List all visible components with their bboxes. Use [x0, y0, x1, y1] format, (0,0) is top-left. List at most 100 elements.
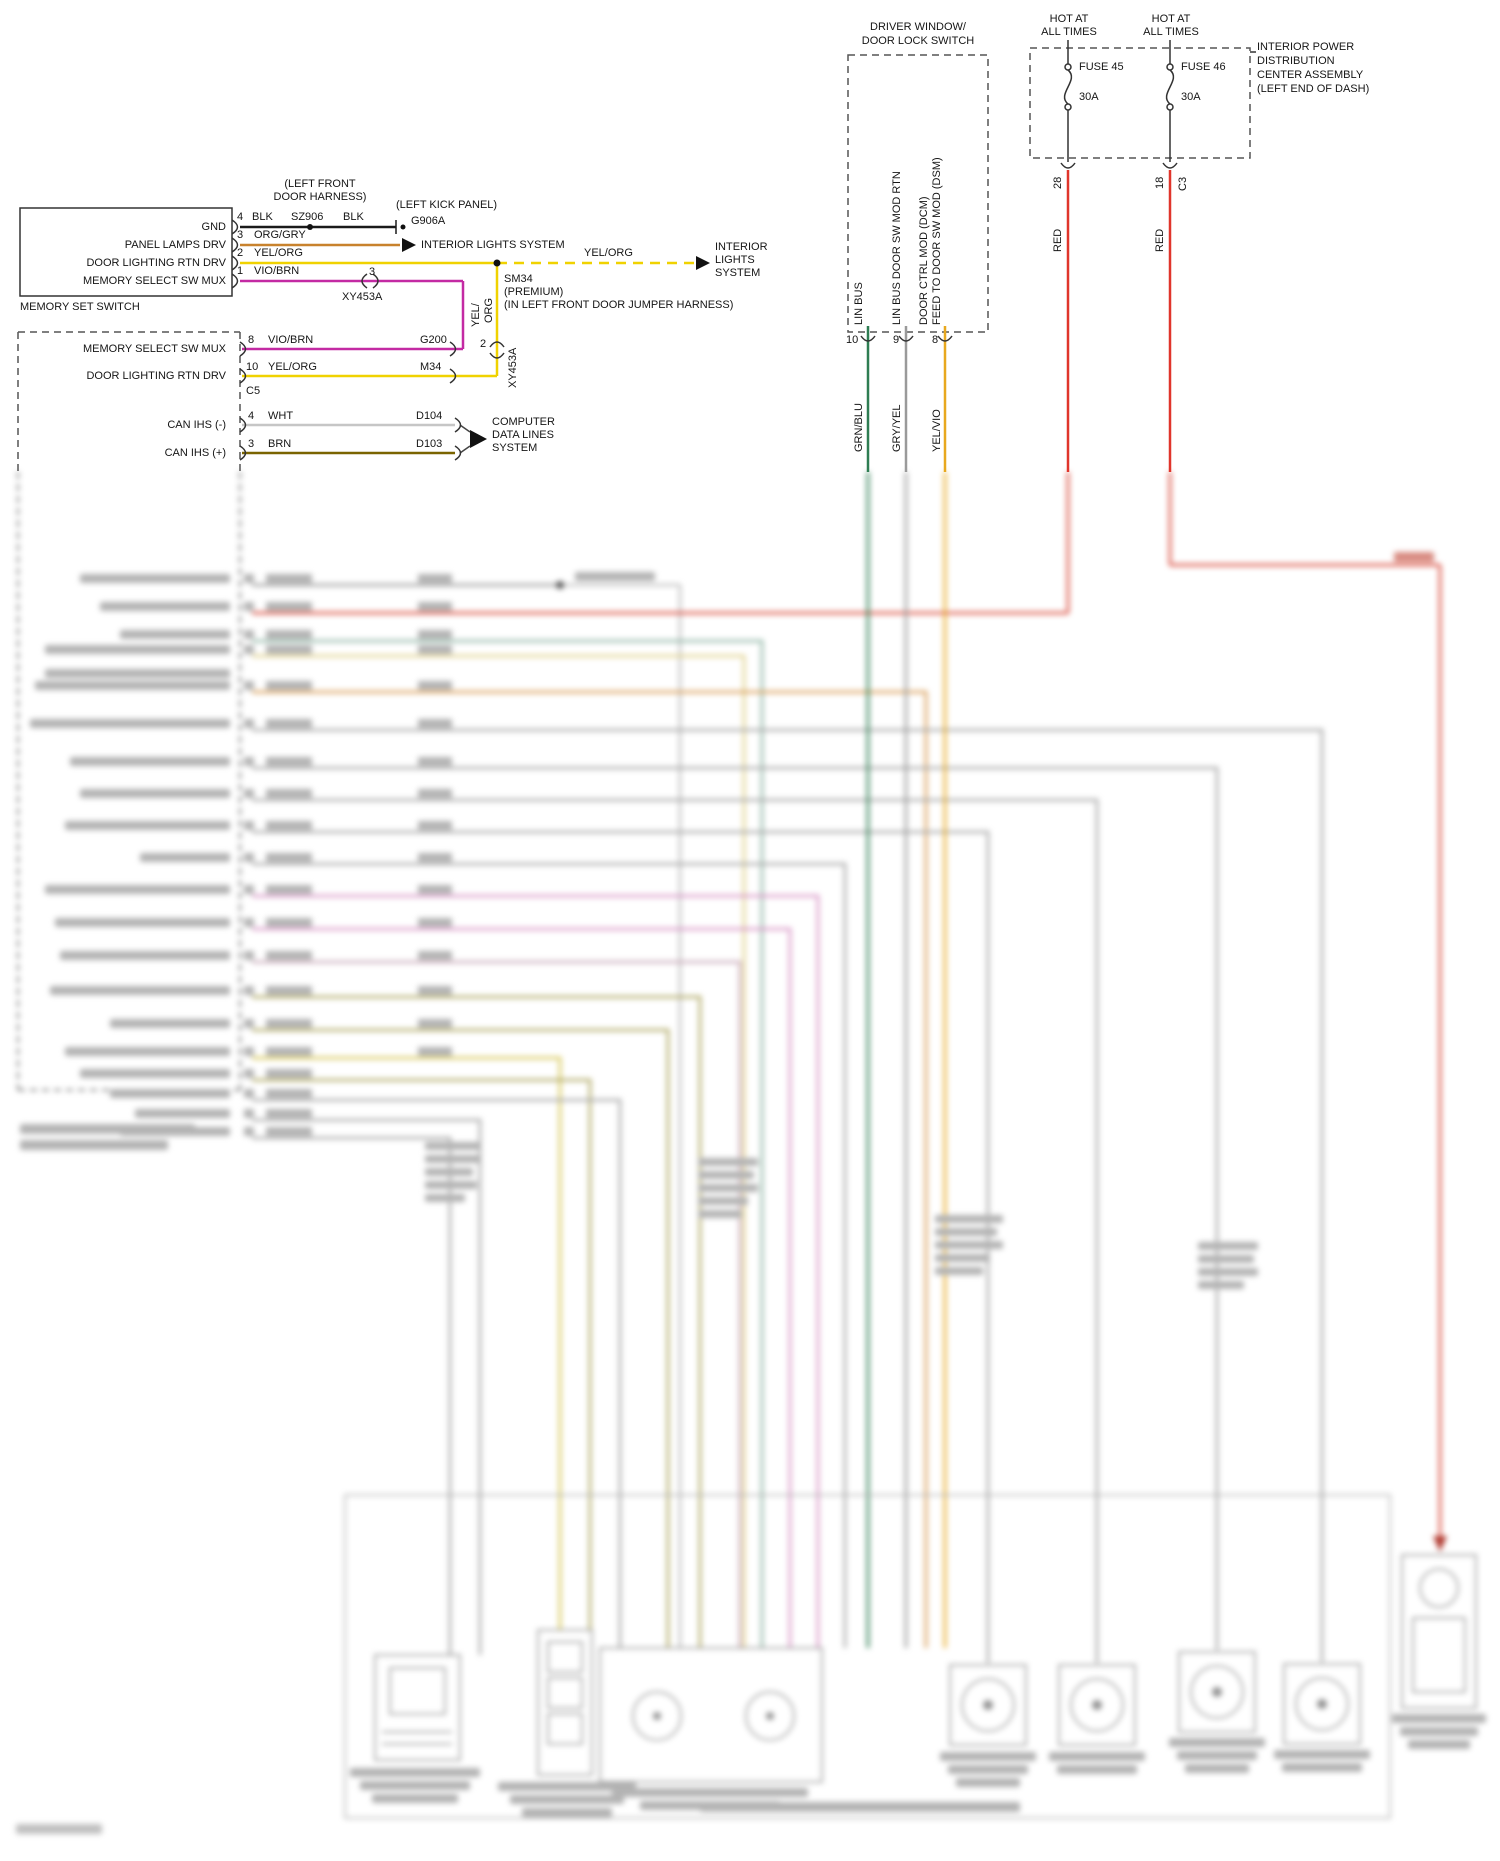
wire-color-label: ORG/GRY — [254, 229, 306, 241]
wire-color-label: YEL/ORG — [584, 247, 633, 259]
driver-door-module-box — [17, 331, 241, 472]
door-switch-title-line2: DOOR LOCK SWITCH — [861, 35, 975, 47]
module-pin-label: CAN IHS (-) — [167, 419, 226, 431]
module-pin-label: MEMORY SELECT SW MUX — [82, 343, 226, 355]
connector-label-xy453a: XY453A — [342, 291, 383, 303]
connector-arcs — [231, 51, 1256, 461]
wire-color-label-vertical: ORG — [483, 297, 495, 323]
all-times-label: ALL TIMES — [1143, 26, 1199, 38]
hot-at-label: HOT AT — [1151, 13, 1191, 25]
splice-dot-sz906 — [307, 224, 313, 230]
fuse-46-symbol — [1165, 40, 1175, 162]
pin-number: 2 — [237, 247, 244, 259]
wire-color-label: WHT — [268, 410, 294, 422]
wire-red — [1066, 170, 1172, 472]
module-pin-label: DOOR LIGHTING RTN DRV — [86, 370, 226, 382]
fuse-45-rating: 30A — [1079, 91, 1099, 103]
splice-dot-sm34 — [493, 259, 501, 267]
fuse-45-symbol — [1063, 40, 1073, 162]
wire-color-label: VIO/BRN — [254, 265, 300, 277]
power-center-box — [1029, 47, 1251, 159]
wire-yel-org — [240, 261, 694, 378]
wire-color-label-vertical: GRY/YEL — [891, 404, 903, 453]
pin-number: 4 — [248, 410, 255, 422]
switch-signal-label-vertical: DOOR CTRL MOD (DCM) — [918, 196, 930, 325]
power-center-name: INTERIOR POWER — [1257, 41, 1355, 53]
arrow-interior-lights-2 — [696, 256, 710, 270]
switch-signal-label-vertical: LIN BUS — [853, 282, 865, 325]
circuit-code: D103 — [416, 438, 443, 450]
pin-number: 4 — [237, 211, 244, 223]
connector-pin-number: 2 — [480, 338, 487, 350]
pin-number: 8 — [248, 334, 255, 346]
computer-data-lines-stack: SYSTEM — [492, 442, 538, 454]
pin-number: 10 — [246, 361, 259, 373]
pin-number: 10 — [846, 334, 859, 346]
memory-set-switch-box — [19, 207, 233, 297]
ground-dot-g906a — [400, 224, 406, 230]
module-pin-label: CAN IHS (+) — [164, 447, 226, 459]
wire-color-label: BRN — [268, 438, 292, 450]
wire-color-label: BLK — [252, 211, 273, 223]
switch-pin-label: GND — [201, 221, 226, 233]
wire-color-label-vertical: YEL/VIO — [931, 409, 943, 452]
interior-lights-system-label: INTERIOR LIGHTS SYSTEM — [421, 239, 565, 251]
door-switch-box — [847, 54, 989, 333]
door-switch-title-line1: DRIVER WINDOW/ — [870, 21, 966, 33]
wire-color-label-vertical: GRN/BLU — [853, 403, 865, 452]
switch-signal-label-vertical: LIN BUS DOOR SW MOD RTN — [891, 171, 903, 325]
all-times-label: ALL TIMES — [1041, 26, 1097, 38]
wire-color-label-vertical: RED — [1052, 228, 1064, 252]
pin-number-vertical: 18 — [1154, 176, 1166, 189]
power-center-name: CENTER ASSEMBLY — [1257, 69, 1364, 81]
connector-label-c3: C3 — [1177, 176, 1189, 191]
pin-number-vertical: 28 — [1052, 176, 1064, 189]
fuse-46-rating: 30A — [1181, 91, 1201, 103]
splice-label-sm34: SM34 — [504, 273, 533, 285]
pin-number: 8 — [932, 334, 939, 346]
power-center-location: (LEFT END OF DASH) — [1257, 83, 1370, 95]
interior-lights-system-stack: INTERIOR — [715, 241, 768, 253]
switch-pin-label: DOOR LIGHTING RTN DRV — [86, 257, 226, 269]
fuse-46-label: FUSE 46 — [1181, 61, 1226, 73]
arrow-interior-lights-1 — [402, 238, 416, 252]
connector-label-c5: C5 — [246, 385, 261, 397]
splice-label-sz906: SZ906 — [291, 211, 324, 223]
pin-number: 1 — [237, 265, 244, 277]
hot-at-label: HOT AT — [1049, 13, 1089, 25]
connector-label-xy453a-vertical: XY453A — [507, 347, 519, 388]
splice-location-note: (IN LEFT FRONT DOOR JUMPER HARNESS) — [504, 299, 734, 311]
connector-pin-number: 3 — [369, 266, 376, 278]
wire-color-label-vertical: YEL/ — [470, 303, 482, 327]
switch-pin-label: MEMORY SELECT SW MUX — [82, 275, 226, 287]
computer-data-lines-stack: COMPUTER — [492, 416, 555, 428]
pin-number: 9 — [893, 334, 900, 346]
wire-color-label: VIO/BRN — [268, 334, 314, 346]
can-converge-lines — [459, 424, 471, 454]
wire-color-label-vertical: RED — [1154, 228, 1166, 252]
interior-lights-system-stack: SYSTEM — [715, 267, 761, 279]
harness-note-line2: DOOR HARNESS) — [273, 191, 367, 203]
circuit-code: M34 — [420, 361, 442, 373]
wire-color-label: YEL/ORG — [268, 361, 317, 373]
ground-label-g906a: G906A — [411, 215, 446, 227]
circuit-code: G200 — [420, 334, 447, 346]
pin-number: 3 — [237, 229, 244, 241]
arrow-computer-data-lines — [470, 430, 487, 448]
splice-note: (PREMIUM) — [504, 286, 564, 298]
memory-set-switch-title: MEMORY SET SWITCH — [20, 301, 140, 313]
interior-lights-system-stack: LIGHTS — [715, 254, 755, 266]
wire-vio-brn — [240, 279, 465, 351]
switch-signal-label-vertical: FEED TO DOOR SW MOD (DSM) — [931, 157, 943, 325]
power-center-name: DISTRIBUTION — [1257, 55, 1335, 67]
harness-note-line1: (LEFT FRONT — [284, 178, 356, 190]
pin-number: 3 — [248, 438, 255, 450]
wire-color-label: BLK — [343, 211, 364, 223]
switch-pin-label: PANEL LAMPS DRV — [124, 239, 226, 251]
computer-data-lines-stack: DATA LINES — [492, 429, 554, 441]
wire-blk — [240, 220, 397, 234]
